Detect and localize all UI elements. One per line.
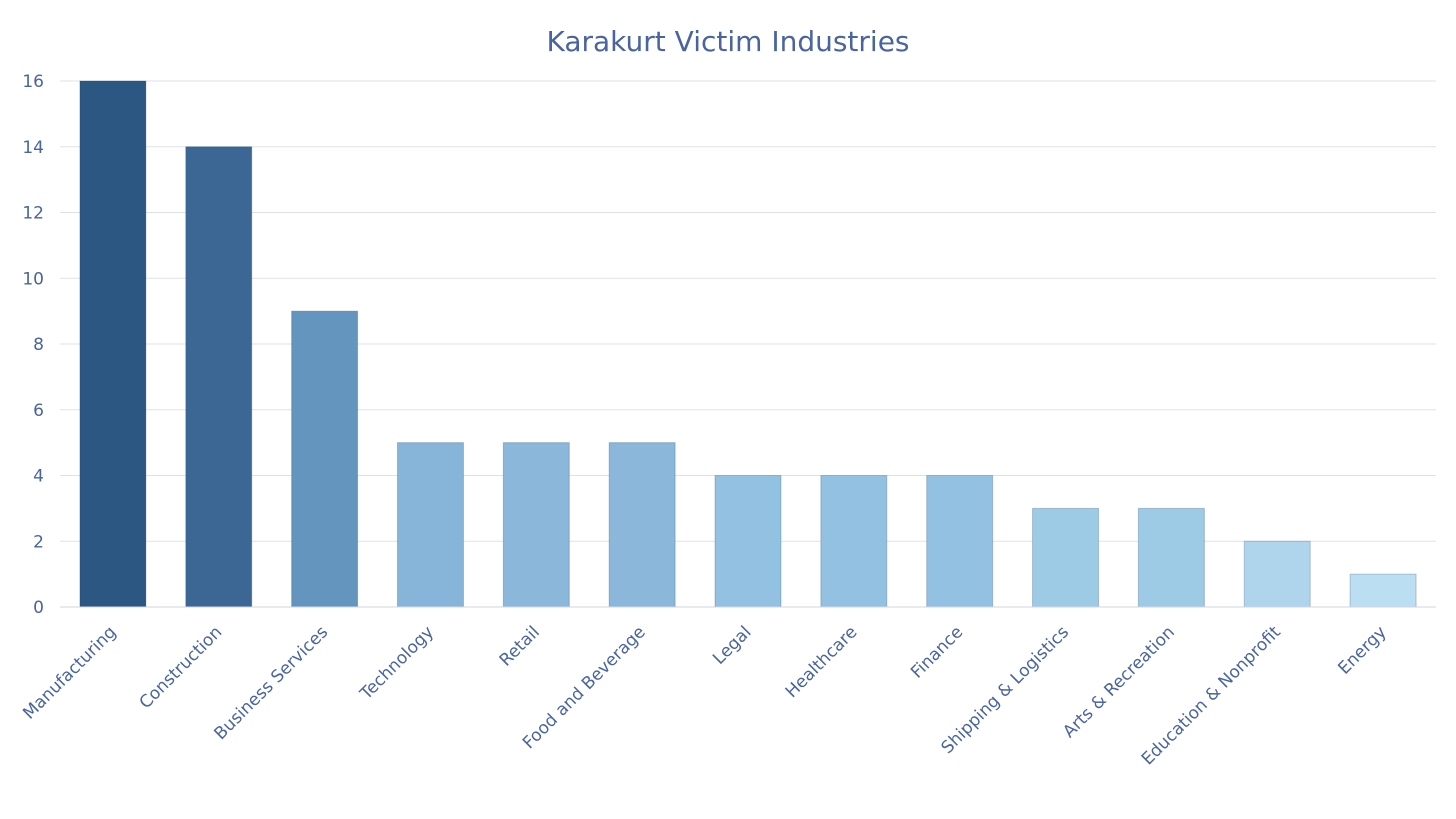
bar-finance [926, 475, 994, 608]
y-tick-label: 2 [33, 532, 44, 552]
bar-legal [714, 475, 782, 608]
x-tick-label: Manufacturing [19, 622, 120, 723]
bar-food-and-beverage [608, 442, 676, 608]
bars [79, 80, 1417, 608]
bar-technology [396, 442, 464, 608]
bar-energy [1349, 573, 1417, 608]
y-tick-label: 4 [33, 467, 44, 487]
bar-business-services [291, 310, 359, 608]
y-tick-label: 8 [33, 335, 44, 355]
x-tick-label: Legal [709, 622, 755, 668]
x-tick-label: Food and Beverage [519, 622, 650, 753]
y-tick-label: 10 [22, 269, 44, 289]
bar-healthcare [820, 475, 888, 608]
y-tick-label: 14 [22, 138, 44, 158]
bar-retail [502, 442, 570, 608]
x-tick-label: Technology [356, 622, 438, 704]
x-tick-label: Finance [907, 622, 967, 682]
y-tick-label: 16 [22, 72, 44, 92]
grid-lines [60, 80, 1436, 542]
bar-education-nonprofit [1243, 540, 1311, 608]
x-tick-label: Arts & Recreation [1059, 622, 1179, 742]
y-tick-label: 6 [33, 401, 44, 421]
x-tick-label: Business Services [210, 622, 332, 744]
x-tick-label: Retail [496, 622, 544, 670]
bar-construction [185, 146, 253, 608]
x-tick-label: Construction [136, 622, 227, 713]
y-tick-label: 12 [22, 204, 44, 224]
x-tick-label: Healthcare [782, 622, 862, 702]
bar-arts-recreation [1137, 507, 1205, 608]
x-tick-label: Energy [1334, 622, 1390, 678]
bar-shipping-logistics [1032, 507, 1100, 608]
y-axis-ticks: 0 2 4 6 8 10 12 14 16 [22, 72, 44, 618]
y-tick-label: 0 [33, 598, 44, 618]
bar-manufacturing [79, 80, 147, 608]
chart-title: Karakurt Victim Industries [546, 25, 909, 58]
